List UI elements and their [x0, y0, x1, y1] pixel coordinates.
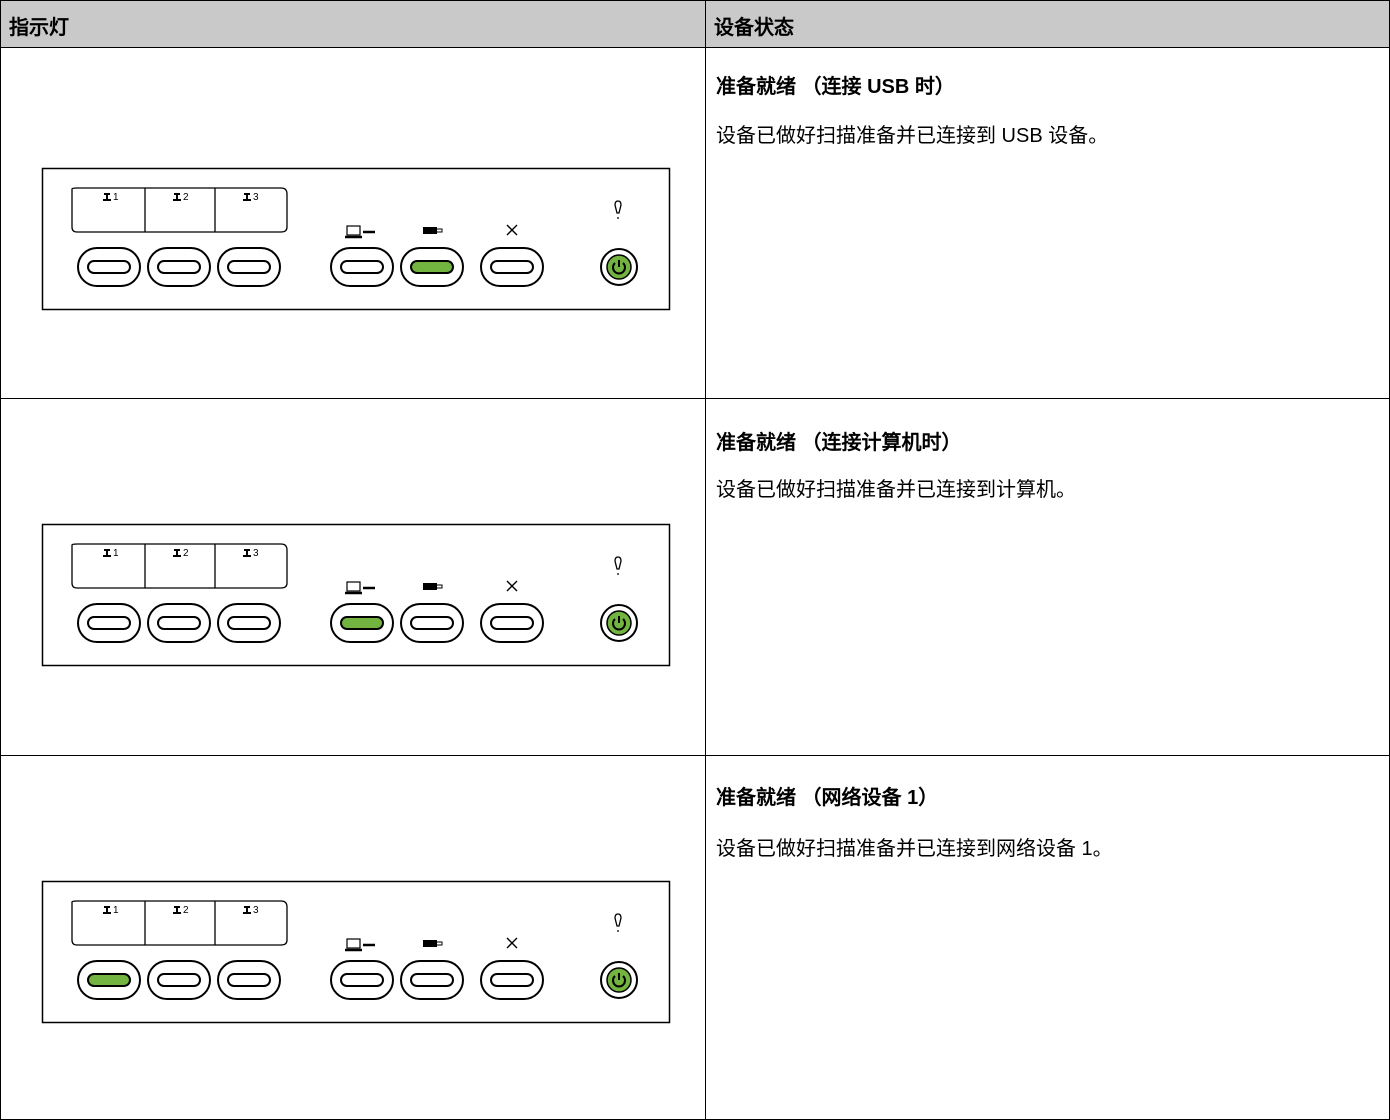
- network-icon: [103, 549, 111, 557]
- network-icon: [243, 906, 251, 914]
- header-text: 指示灯: [9, 17, 69, 39]
- led-off: [490, 260, 534, 274]
- led-on: [87, 973, 131, 987]
- status-title: 准备就绪 （连接 USB 时）: [716, 76, 955, 98]
- cancel-icon: [506, 224, 518, 236]
- indicator-cell: 1 2 3: [0, 755, 706, 1120]
- cancel-icon: [506, 580, 518, 592]
- led-off: [340, 260, 384, 274]
- tab-label: 2: [183, 192, 189, 203]
- usb-icon-tip: [437, 228, 443, 233]
- led-off: [87, 616, 131, 630]
- header-text: 设备状态: [714, 17, 794, 39]
- control-panel: 1 2 3: [41, 880, 671, 1024]
- network-icon: [173, 193, 181, 201]
- panel-frame: [41, 167, 671, 311]
- tab-label: 2: [183, 905, 189, 916]
- led-off: [227, 616, 271, 630]
- led-off: [227, 260, 271, 274]
- led-off: [87, 260, 131, 274]
- status-cell: 准备就绪 （网络设备 1） 设备已做好扫描准备并已连接到网络设备 1。: [705, 755, 1390, 1120]
- usb-icon: [423, 940, 437, 947]
- tab-label: 2: [183, 548, 189, 559]
- led-off: [490, 616, 534, 630]
- indicator-cell: 1 2 3: [0, 47, 706, 399]
- led-off: [410, 973, 454, 987]
- tab-label: 3: [253, 548, 259, 559]
- status-cell: 准备就绪 （连接 USB 时） 设备已做好扫描准备并已连接到 USB 设备。: [705, 47, 1390, 399]
- control-panel: 1 2 3: [41, 523, 671, 667]
- cancel-icon: [506, 937, 518, 949]
- tab-box: [71, 187, 288, 233]
- panel-frame: [41, 880, 671, 1024]
- network-icon: [243, 549, 251, 557]
- network-icon: [173, 549, 181, 557]
- usb-icon-tip: [437, 941, 443, 946]
- led-off: [157, 973, 201, 987]
- panel-frame: [41, 523, 671, 667]
- led-off: [340, 973, 384, 987]
- indicator-cell: 1 2 3: [0, 398, 706, 756]
- error-icon: [614, 556, 622, 575]
- pc-icon-base: [345, 586, 375, 595]
- led-off: [410, 616, 454, 630]
- led-off: [157, 260, 201, 274]
- led-off: [227, 973, 271, 987]
- pc-icon: [346, 581, 361, 592]
- status-title: 准备就绪 （连接计算机时）: [716, 432, 962, 454]
- status-description: 设备已做好扫描准备并已连接到计算机。: [716, 479, 1076, 501]
- network-icon: [173, 906, 181, 914]
- tab-box: [71, 900, 288, 946]
- tab-label: 1: [113, 548, 119, 559]
- tab-label: 1: [113, 192, 119, 203]
- led-on: [340, 616, 384, 630]
- status-title: 准备就绪 （网络设备 1）: [716, 787, 939, 809]
- network-icon: [243, 193, 251, 201]
- status-description: 设备已做好扫描准备并已连接到 USB 设备。: [716, 125, 1109, 147]
- status-cell: 准备就绪 （连接计算机时） 设备已做好扫描准备并已连接到计算机。: [705, 398, 1390, 756]
- tab-label: 3: [253, 192, 259, 203]
- error-icon: [614, 913, 622, 932]
- power-symbol: [612, 260, 626, 275]
- header-cell: 指示灯: [0, 0, 706, 48]
- power-symbol: [612, 616, 626, 631]
- led-on: [410, 260, 454, 274]
- error-icon: [614, 200, 622, 219]
- network-icon: [103, 906, 111, 914]
- led-off: [157, 616, 201, 630]
- tab-label: 3: [253, 905, 259, 916]
- tab-box: [71, 543, 288, 589]
- usb-icon: [423, 227, 437, 234]
- tab-label: 1: [113, 905, 119, 916]
- power-symbol: [612, 973, 626, 988]
- usb-icon-tip: [437, 584, 443, 589]
- pc-icon-base: [345, 230, 375, 239]
- header-cell: 设备状态: [705, 0, 1390, 48]
- pc-icon: [346, 938, 361, 949]
- usb-icon: [423, 583, 437, 590]
- pc-icon-base: [345, 943, 375, 952]
- pc-icon: [346, 225, 361, 236]
- led-off: [490, 973, 534, 987]
- control-panel: 1 2 3: [41, 167, 671, 311]
- network-icon: [103, 193, 111, 201]
- status-description: 设备已做好扫描准备并已连接到网络设备 1。: [716, 838, 1113, 860]
